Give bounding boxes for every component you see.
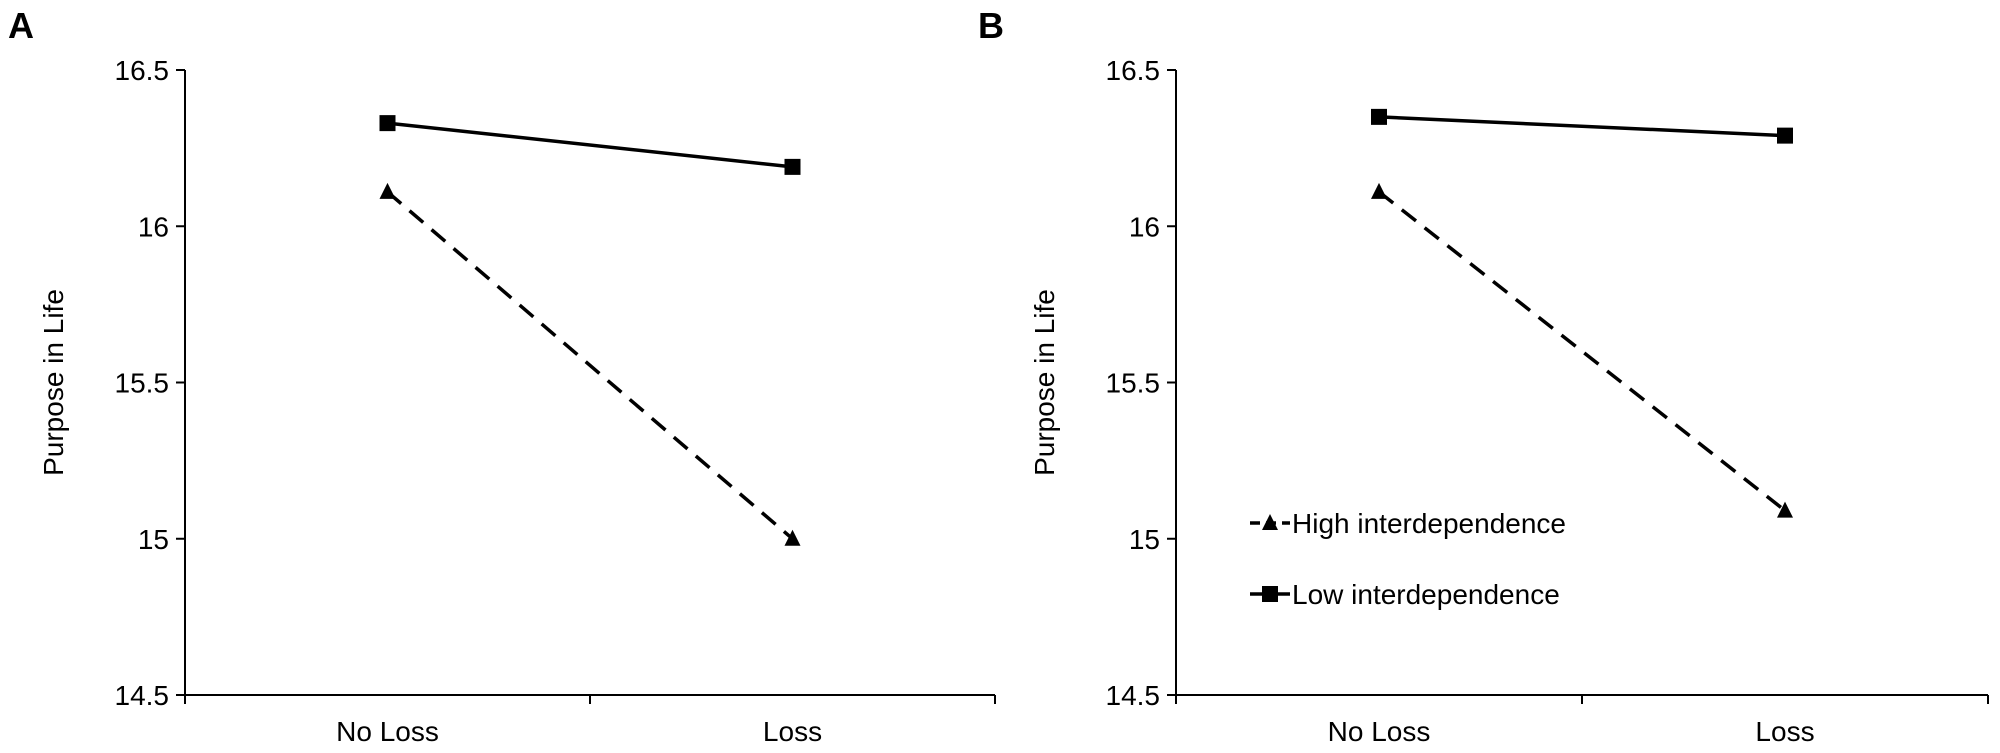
triangle-marker xyxy=(1371,182,1387,199)
y-tick-label: 16 xyxy=(1129,211,1160,242)
y-tick-label: 14.5 xyxy=(115,680,170,711)
triangle-marker xyxy=(1777,501,1793,518)
panel-a: A 14.5 15 15.5 16 16.5 No Loss Loss Purpose in L… xyxy=(8,5,996,747)
triangle-marker xyxy=(784,529,801,546)
y-tick-label: 15.5 xyxy=(1106,368,1161,399)
triangle-marker xyxy=(379,182,396,199)
legend-label: High interdependence xyxy=(1292,508,1566,539)
legend-square-marker xyxy=(1262,586,1278,602)
panel-b: B 14.5 15 15.5 16 16.5 No Loss Loss Purpose in L… xyxy=(978,5,1989,747)
square-marker xyxy=(379,115,396,132)
x-tick-label: Loss xyxy=(1755,716,1814,747)
y-tick-label: 15.5 xyxy=(115,368,170,399)
legend-triangle-marker xyxy=(1262,514,1278,530)
x-tick-label: No Loss xyxy=(1328,716,1431,747)
y-tick-label: 15 xyxy=(138,524,169,555)
square-marker xyxy=(1777,127,1793,144)
series-line xyxy=(1377,190,1787,512)
y-axis-title: Purpose in Life xyxy=(38,289,69,476)
y-tick-label: 15 xyxy=(1129,524,1160,555)
panel-letter: A xyxy=(8,5,34,46)
y-tick-label: 14.5 xyxy=(1106,680,1161,711)
square-marker xyxy=(1371,108,1387,125)
y-tick-label: 16 xyxy=(138,211,169,242)
series-line xyxy=(387,121,793,169)
series-line xyxy=(386,190,794,541)
x-tick-label: Loss xyxy=(763,716,822,747)
y-axis-title: Purpose in Life xyxy=(1029,289,1060,476)
legend-label: Low interdependence xyxy=(1292,579,1560,610)
x-tick-label: No Loss xyxy=(336,716,439,747)
panel-letter: B xyxy=(978,5,1004,46)
square-marker xyxy=(784,158,801,175)
series-line xyxy=(1378,115,1786,138)
y-tick-label: 16.5 xyxy=(1106,55,1161,86)
y-tick-label: 16.5 xyxy=(115,55,170,86)
